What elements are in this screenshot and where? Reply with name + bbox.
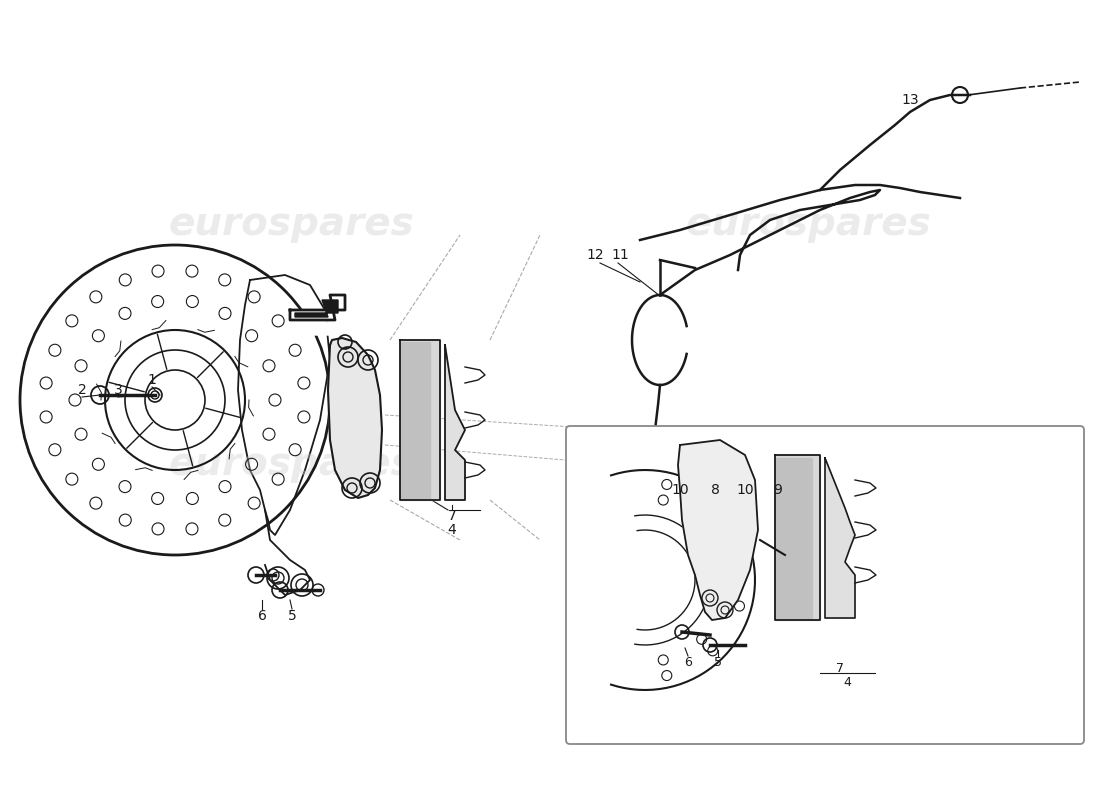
Polygon shape — [776, 455, 820, 620]
Polygon shape — [295, 300, 338, 317]
Text: eurospares: eurospares — [685, 445, 932, 483]
Text: 5: 5 — [714, 655, 722, 669]
Polygon shape — [678, 440, 758, 620]
Polygon shape — [776, 458, 812, 618]
Text: 2: 2 — [78, 383, 87, 397]
Text: 1: 1 — [147, 373, 156, 387]
Text: 11: 11 — [612, 248, 629, 262]
Polygon shape — [290, 295, 345, 335]
Text: 8: 8 — [711, 483, 719, 497]
Text: 10: 10 — [736, 483, 754, 497]
Text: 6: 6 — [684, 655, 692, 669]
Text: 3: 3 — [113, 383, 122, 397]
Text: eurospares: eurospares — [168, 445, 415, 483]
Text: eurospares: eurospares — [168, 205, 415, 243]
Polygon shape — [825, 458, 855, 618]
Text: 13: 13 — [901, 93, 918, 107]
Text: 7: 7 — [836, 662, 844, 674]
FancyBboxPatch shape — [566, 426, 1084, 744]
Polygon shape — [328, 338, 382, 498]
Polygon shape — [400, 342, 430, 498]
Text: 10: 10 — [671, 483, 689, 497]
Text: 7: 7 — [448, 509, 456, 523]
Text: 4: 4 — [843, 675, 851, 689]
Text: 12: 12 — [586, 248, 604, 262]
Text: eurospares: eurospares — [685, 205, 932, 243]
Polygon shape — [446, 345, 465, 500]
Text: 9: 9 — [773, 483, 782, 497]
Text: 6: 6 — [257, 609, 266, 623]
Text: 4: 4 — [448, 523, 456, 537]
Text: 5: 5 — [287, 609, 296, 623]
Polygon shape — [400, 340, 440, 500]
